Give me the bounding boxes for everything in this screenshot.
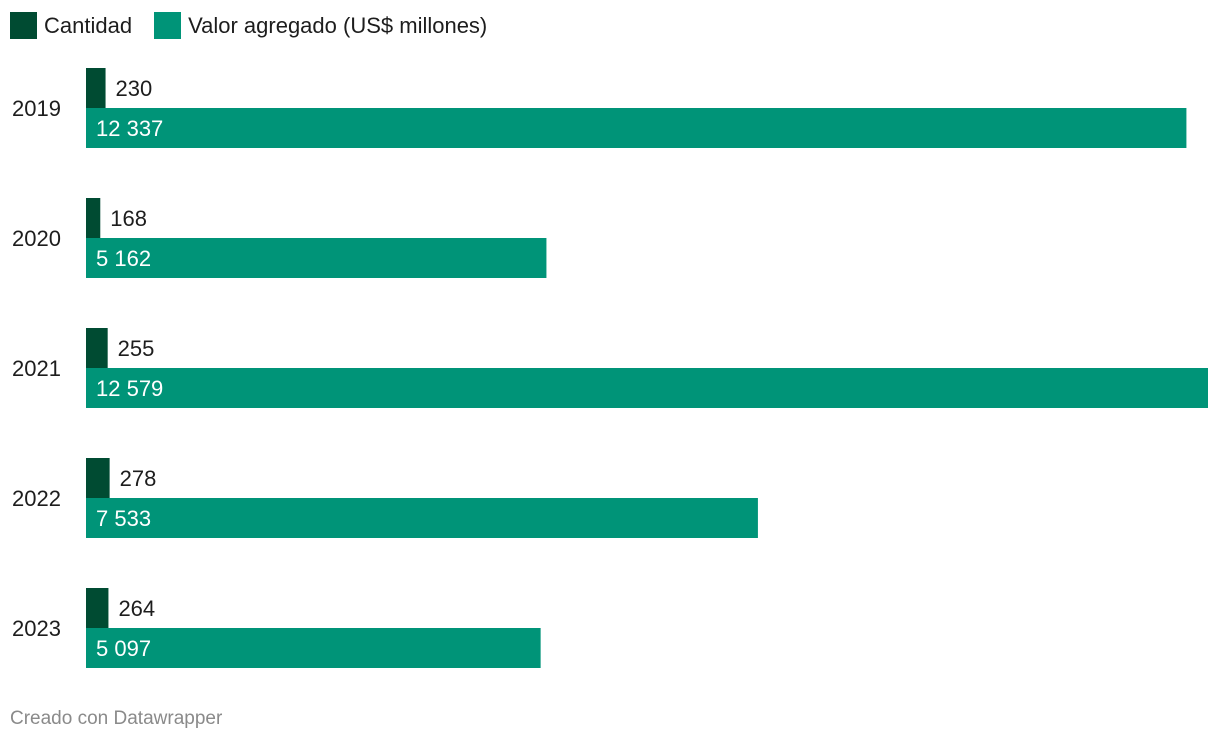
category-label-2021: 2021 [12,356,61,381]
bar-cantidad-2021 [86,328,108,368]
bar-cantidad-2019 [86,68,106,108]
data-label-valor-2020: 5 162 [96,246,151,271]
bar-valor-2020 [86,238,547,278]
bar-valor-2023 [86,628,541,668]
bar-valor-2021 [86,368,1208,408]
category-label-2020: 2020 [12,226,61,251]
legend-swatch-valor [154,12,182,39]
data-label-cantidad-2019: 230 [116,76,153,101]
legend-label-cantidad: Cantidad [44,12,133,38]
bar-cantidad-2023 [86,588,109,628]
data-label-valor-2023: 5 097 [96,636,151,661]
bar-cantidad-2022 [86,458,110,498]
legend-swatch-cantidad [10,12,37,39]
data-label-valor-2022: 7 533 [96,506,151,531]
chart-legend: Cantidad Valor agregado (US$ millones) [10,12,509,39]
bar-chart: 2019 230 12 337 2020 168 5 162 2021 255 12 579 20… [12,68,1208,668]
data-label-cantidad-2020: 168 [110,206,147,231]
data-label-valor-2021: 12 579 [96,376,163,401]
legend-label-valor: Valor agregado (US$ millones) [188,12,488,38]
data-label-cantidad-2023: 264 [118,596,155,621]
legend-item-cantidad: Cantidad [10,12,132,39]
data-label-cantidad-2022: 278 [120,466,157,491]
data-label-cantidad-2021: 255 [118,336,155,361]
data-label-valor-2019: 12 337 [96,116,163,141]
category-label-2019: 2019 [12,96,61,121]
bar-valor-2022 [86,498,758,538]
bar-valor-2019 [86,108,1187,148]
category-label-2023: 2023 [12,616,61,641]
category-label-2022: 2022 [12,486,61,511]
footer-credit: Creado con Datawrapper [10,708,223,729]
bar-cantidad-2020 [86,198,101,238]
legend-item-valor: Valor agregado (US$ millones) [154,12,487,39]
